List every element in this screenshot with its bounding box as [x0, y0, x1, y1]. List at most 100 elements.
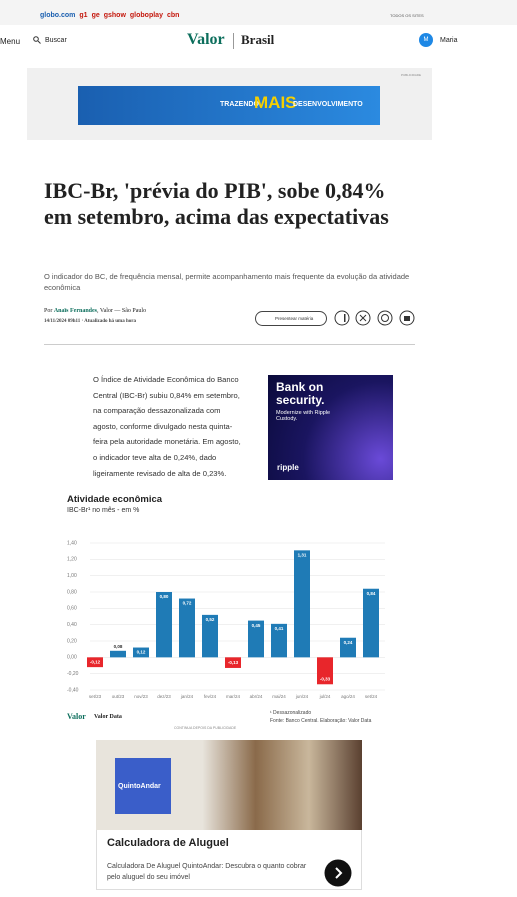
top-link[interactable]: g1: [79, 12, 88, 19]
side-ad[interactable]: [268, 375, 393, 480]
logo-divider: [233, 33, 234, 49]
value-label: 0,24: [344, 640, 353, 645]
bar: [179, 598, 195, 658]
value-label: 0,45: [252, 623, 261, 628]
share-x[interactable]: [355, 310, 371, 326]
share-linkedin[interactable]: [399, 310, 415, 326]
value-label: 0,08: [114, 644, 123, 649]
x-tick-label: ago/24: [341, 694, 355, 699]
user-name[interactable]: Maria: [440, 37, 458, 44]
byline-rest: , Valor — São Paulo: [97, 308, 147, 314]
value-label: -0,13: [228, 660, 239, 665]
value-label: 1,31: [298, 553, 307, 558]
body-text: O Índice de Atividade Econômica do Banco…: [93, 375, 241, 478]
ad-label: PUBLICIDADE: [401, 73, 422, 77]
banner-right: DESENVOLVIMENTO: [293, 101, 363, 108]
y-tick-label: 0,60: [67, 606, 77, 612]
y-tick-label: -0,40: [67, 687, 79, 693]
avatar[interactable]: M: [419, 33, 433, 47]
chart: -0,40 -0,20 0,00 0,20 0,40 0,60 0,80 1,00 1,20 1,…: [67, 540, 385, 699]
value-label: -0,33: [320, 676, 331, 681]
share-icons: [334, 310, 415, 326]
ad-banner[interactable]: [78, 86, 380, 125]
ad-title: Calculadora de Aluguel: [107, 837, 229, 849]
top-link[interactable]: globoplay: [129, 12, 163, 19]
y-tick-label: 0,00: [67, 655, 77, 661]
share-facebook[interactable]: [334, 310, 350, 326]
chart-source: Fonte: Banco Central. Elaboração: Valor …: [270, 718, 372, 724]
ad-brand: QuintoAndar: [118, 783, 161, 790]
chart-subtitle: IBC-Br¹ no mês - em %: [67, 507, 140, 514]
section[interactable]: Brasil: [241, 32, 275, 47]
chart-title: Atividade econômica: [67, 494, 163, 505]
x-tick-label: jun/24: [295, 694, 309, 699]
separator: [44, 344, 415, 345]
date: 14/11/2024 09h11 · Atualizado há uma hor…: [44, 319, 136, 324]
bar: [225, 657, 241, 668]
y-tick-label: 1,20: [67, 557, 77, 563]
value-label: 0,41: [275, 626, 284, 631]
x-tick-label: abr/24: [250, 694, 263, 699]
x-tick-label: jan/24: [180, 694, 194, 699]
search[interactable]: Buscar: [45, 37, 67, 44]
x-tick-label: fev/24: [204, 694, 217, 699]
bar: [340, 637, 356, 658]
search-icon: [33, 36, 41, 44]
value-label: 0,12: [137, 650, 146, 655]
value-label: -0,12: [90, 659, 101, 664]
x-tick-label: out/23: [112, 694, 125, 699]
top-link[interactable]: globo.com: [40, 12, 76, 19]
ad-brand-box: [115, 758, 171, 814]
all-sites[interactable]: TODOS OS SITES: [390, 13, 424, 18]
x-tick-label: set/23: [89, 694, 102, 699]
chart-logo-sub: Valor Data: [94, 714, 122, 720]
top-link[interactable]: cbn: [166, 12, 180, 19]
headline: IBC-Br, 'prévia do PIB', sobe 0,84% em s…: [44, 178, 389, 229]
author[interactable]: Anaïs Fernandes: [53, 308, 98, 314]
menu[interactable]: Menu: [0, 37, 21, 46]
chart-note: ¹ Dessazonalizado: [270, 710, 312, 716]
bar: [363, 588, 379, 658]
bar: [271, 623, 287, 658]
subtitle: O indicador do BC, de frequência mensal,…: [44, 272, 410, 292]
x-tick-label: dez/23: [157, 694, 171, 699]
y-tick-label: 0,20: [67, 638, 77, 644]
bar: [202, 614, 218, 658]
ad-arrow-button[interactable]: [324, 859, 352, 887]
banner-left: TRAZENDO: [220, 101, 259, 108]
chart-logo: Valor: [67, 712, 86, 721]
y-tick-label: 1,00: [67, 573, 77, 579]
y-tick-label: -0,20: [67, 671, 79, 677]
top-link[interactable]: ge: [91, 12, 100, 19]
x-tick-label: jul/24: [319, 694, 331, 699]
bar: [110, 650, 126, 658]
bar: [294, 550, 310, 658]
gift-button[interactable]: [255, 311, 327, 326]
value-label: 0,80: [160, 594, 169, 599]
share-whatsapp[interactable]: [377, 310, 393, 326]
ad-text: Calculadora De Aluguel QuintoAndar: Desc…: [107, 863, 307, 881]
byline-prefix: Por: [44, 308, 53, 314]
top-link[interactable]: gshow: [103, 12, 126, 19]
y-tick-label: 0,80: [67, 589, 77, 595]
side-ad-brand: ripple: [277, 463, 299, 472]
value-label: 0,84: [367, 591, 376, 596]
side-ad-headline: Bank on security.: [276, 380, 325, 407]
x-tick-label: set/24: [365, 694, 378, 699]
gift-label: Presentear matéria: [275, 316, 314, 321]
x-tick-label: nov/23: [134, 694, 148, 699]
bar: [87, 657, 103, 668]
value-label: 0,52: [206, 617, 215, 622]
top-links: globo.com g1 ge gshow globoplay cbn: [40, 12, 183, 19]
byline: Por Anaïs Fernandes, Valor — São Paulo: [44, 308, 146, 314]
logo[interactable]: Valor: [187, 31, 225, 48]
y-tick-label: 1,40: [67, 540, 77, 546]
bar: [317, 657, 333, 685]
bar: [133, 647, 149, 658]
banner-mid: MAIS: [254, 93, 297, 112]
top-bar: [0, 0, 517, 25]
x-tick-label: mar/24: [226, 694, 241, 699]
x-tick-label: mai/24: [272, 694, 286, 699]
bar: [248, 620, 264, 658]
